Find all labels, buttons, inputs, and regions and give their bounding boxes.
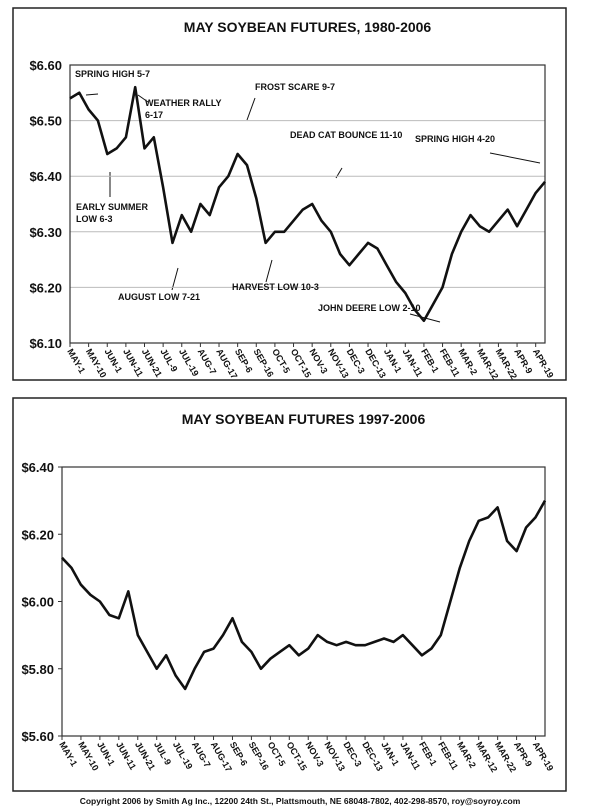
panel-frame xyxy=(12,397,567,792)
plot-frame xyxy=(61,466,546,737)
y-tick-label: $6.00 xyxy=(21,595,54,610)
x-tick-label: APR-19 xyxy=(531,740,556,773)
annotation: DEAD CAT BOUNCE 11-10 xyxy=(290,130,402,140)
y-tick-label: $6.60 xyxy=(29,58,62,73)
y-tick-label: $5.60 xyxy=(21,729,54,744)
chart-title: MAY SOYBEAN FUTURES 1997-2006 xyxy=(182,411,426,427)
annotation: SPRING HIGH 4-20 xyxy=(415,134,495,144)
y-tick-label: $6.20 xyxy=(29,280,62,295)
annotation: LOW 6-3 xyxy=(76,214,113,224)
annotation: EARLY SUMMER xyxy=(76,202,149,212)
y-tick-label: $6.30 xyxy=(29,225,62,240)
y-tick-label: $6.40 xyxy=(29,169,62,184)
plot-frame xyxy=(69,64,546,344)
arrow xyxy=(137,94,149,103)
y-tick-label: $5.80 xyxy=(21,662,54,677)
arrow xyxy=(171,267,179,291)
annotation: SPRING HIGH 5-7 xyxy=(75,69,150,79)
y-tick-label: $6.20 xyxy=(21,527,54,542)
annotation: FROST SCARE 9-7 xyxy=(255,82,335,92)
arrow xyxy=(246,97,256,121)
y-tick-label: $6.50 xyxy=(29,114,62,129)
annotation: AUGUST LOW 7-21 xyxy=(118,292,200,302)
arrow xyxy=(265,259,273,283)
price-line xyxy=(69,85,546,323)
y-tick-label: $6.10 xyxy=(29,336,62,351)
annotation: JOHN DEERE LOW 2-10 xyxy=(318,303,421,313)
price-line xyxy=(61,499,547,691)
annotation: WEATHER RALLY xyxy=(145,98,222,108)
annotation: 6-17 xyxy=(145,110,163,120)
panel-frame xyxy=(12,7,567,381)
y-tick-label: $6.40 xyxy=(21,460,54,475)
annotation: HARVEST LOW 10-3 xyxy=(232,282,319,292)
footer: Copyright 2006 by Smith Ag Inc., 12200 2… xyxy=(80,796,521,806)
arrow xyxy=(85,93,99,96)
chart-title: MAY SOYBEAN FUTURES, 1980-2006 xyxy=(184,19,432,35)
arrow xyxy=(489,152,541,164)
x-tick-label: APR-19 xyxy=(531,347,556,380)
